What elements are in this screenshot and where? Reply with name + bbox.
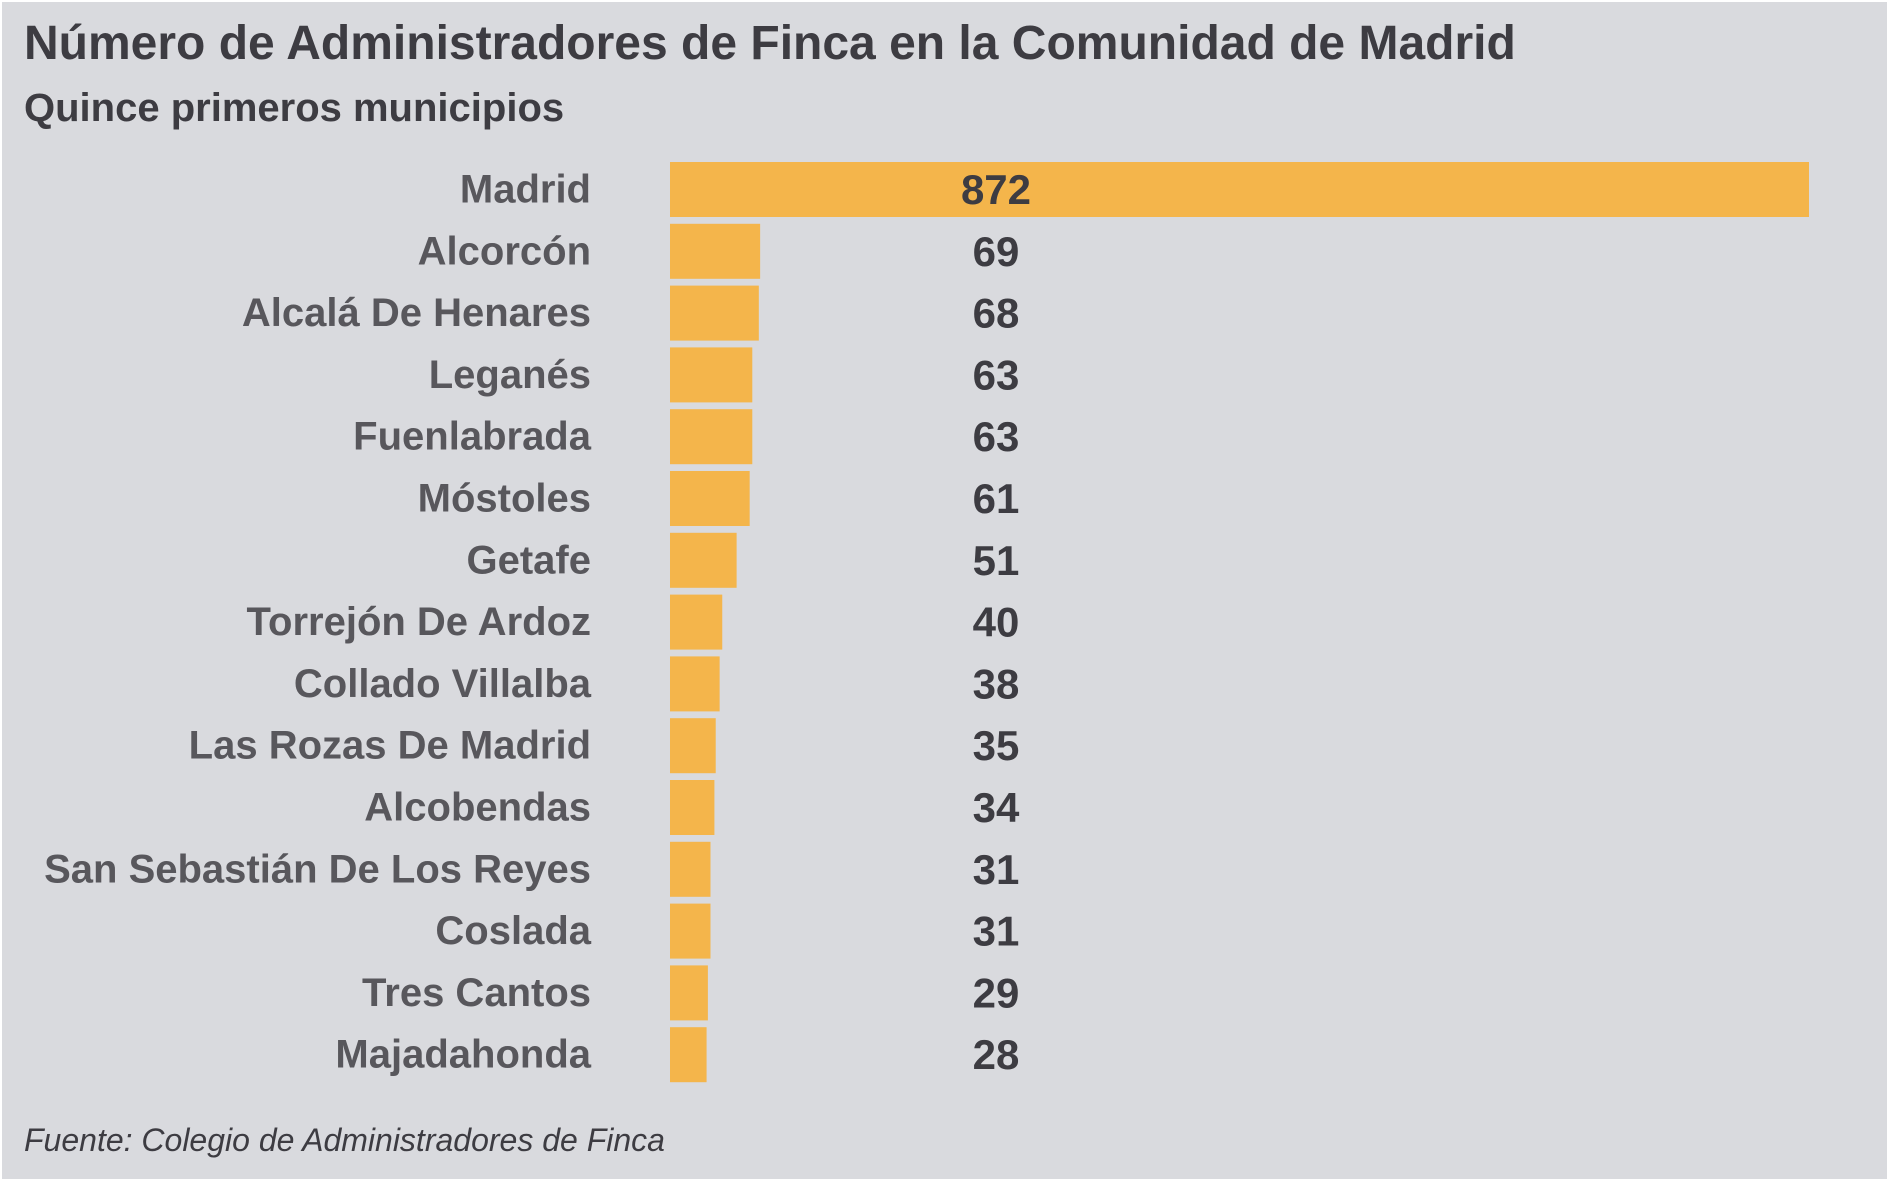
value-label: 63 xyxy=(973,413,1020,460)
bar xyxy=(670,286,759,341)
bar xyxy=(670,347,752,402)
value-label: 68 xyxy=(973,290,1020,337)
category-label: Alcorcón xyxy=(418,229,591,273)
value-label: 40 xyxy=(973,599,1020,646)
bar xyxy=(670,162,1809,217)
category-label: Getafe xyxy=(467,538,592,582)
bar xyxy=(670,656,720,711)
category-label: Collado Villalba xyxy=(294,662,592,706)
category-label: Torrejón De Ardoz xyxy=(247,600,591,644)
bar xyxy=(670,224,760,279)
value-label: 38 xyxy=(973,660,1020,707)
value-label: 51 xyxy=(973,537,1020,584)
category-label: Las Rozas De Madrid xyxy=(189,724,591,768)
category-label: Fuenlabrada xyxy=(353,415,592,459)
bar xyxy=(670,842,710,897)
value-label: 31 xyxy=(973,846,1020,893)
category-label: Coslada xyxy=(435,909,591,953)
value-label: 28 xyxy=(973,1031,1020,1078)
category-label: Alcobendas xyxy=(364,786,591,830)
category-label: San Sebastián De Los Reyes xyxy=(44,847,591,891)
value-label: 61 xyxy=(973,475,1020,522)
category-label: Tres Cantos xyxy=(362,971,591,1015)
value-label: 29 xyxy=(973,969,1020,1016)
category-label: Majadahonda xyxy=(335,1033,591,1077)
bar xyxy=(670,904,710,959)
value-label: 31 xyxy=(973,908,1020,955)
bar xyxy=(670,595,722,650)
value-label: 69 xyxy=(973,228,1020,275)
bar xyxy=(670,718,716,773)
category-label: Alcalá De Henares xyxy=(242,291,591,335)
value-label: 35 xyxy=(973,722,1020,769)
value-label: 872 xyxy=(961,166,1031,213)
bar xyxy=(670,1027,707,1082)
value-label: 63 xyxy=(973,351,1020,398)
category-label: Madrid xyxy=(460,168,591,212)
bar xyxy=(670,471,750,526)
bar xyxy=(670,965,708,1020)
bar xyxy=(670,409,752,464)
value-label: 34 xyxy=(973,784,1020,831)
bar xyxy=(670,780,714,835)
category-label: Leganés xyxy=(429,353,591,397)
bar xyxy=(670,533,737,588)
category-label: Móstoles xyxy=(418,477,591,521)
